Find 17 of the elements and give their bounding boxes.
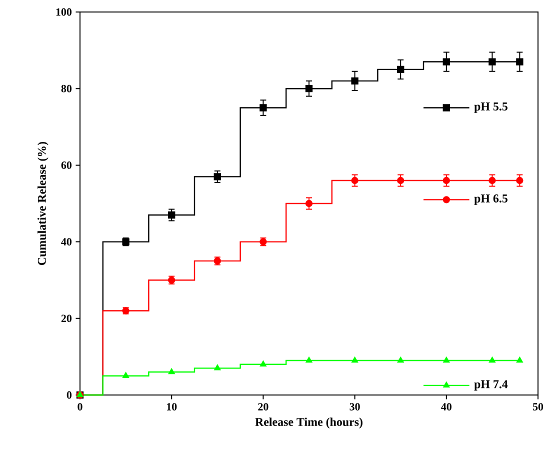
- x-tick-label: 40: [441, 403, 452, 410]
- x-tick-label: 50: [532, 403, 544, 410]
- y-tick-label: 20: [61, 314, 72, 322]
- x-axis-title: Release Time (hours): [255, 418, 362, 428]
- x-tick-label: 30: [350, 403, 360, 410]
- x-tick-label: 10: [166, 403, 177, 410]
- y-tick-label: 60: [61, 162, 72, 169]
- legend-label: pH 7.4: [474, 380, 508, 391]
- y-tick-label: 40: [61, 238, 72, 246]
- legend-label: pH 6.5: [474, 194, 508, 205]
- x-tick-label: 0: [78, 403, 82, 410]
- y-axis-title: Cumulative Release (%): [38, 142, 48, 266]
- y-tick-label: 0: [66, 391, 72, 399]
- y-tick-label: 80: [61, 84, 72, 92]
- x-tick-label: 20: [258, 403, 268, 410]
- legend-label: pH 5.5: [474, 102, 508, 113]
- y-tick-label: 100: [56, 8, 72, 16]
